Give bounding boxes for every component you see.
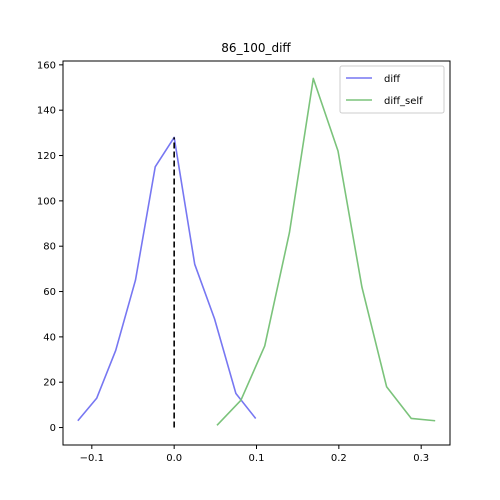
y-tick-label: 100	[37, 196, 56, 207]
x-tick-label: 0.2	[331, 453, 347, 464]
y-tick-label: 160	[37, 60, 56, 71]
legend: diff diff_self	[339, 65, 445, 114]
series-line-diff-self	[216, 77, 436, 426]
y-tick-label: 40	[43, 332, 56, 343]
series-layer	[77, 77, 436, 426]
y-tick-label: 20	[43, 378, 56, 389]
y-tick-label: 80	[43, 242, 56, 253]
x-tick-label: 0.3	[413, 453, 429, 464]
chart-title: 86_100_diff	[221, 41, 291, 55]
x-tick-label: 0.1	[249, 453, 265, 464]
y-tick-label: 120	[37, 151, 56, 162]
y-tick-label: 60	[43, 287, 56, 298]
x-tick-label: −0.1	[80, 453, 104, 464]
legend-label-diff: diff	[384, 74, 401, 85]
y-axis: 0 20 40 60 80 100 120 140 160	[37, 60, 63, 434]
plot-frame	[62, 60, 451, 446]
x-tick-label: 0.0	[166, 453, 182, 464]
legend-label-diff-self: diff_self	[384, 96, 423, 107]
y-tick-label: 140	[37, 106, 56, 117]
series-line-diff	[77, 136, 257, 422]
x-axis: −0.1 0.0 0.1 0.2 0.3	[80, 445, 429, 464]
y-tick-label: 0	[50, 423, 56, 434]
